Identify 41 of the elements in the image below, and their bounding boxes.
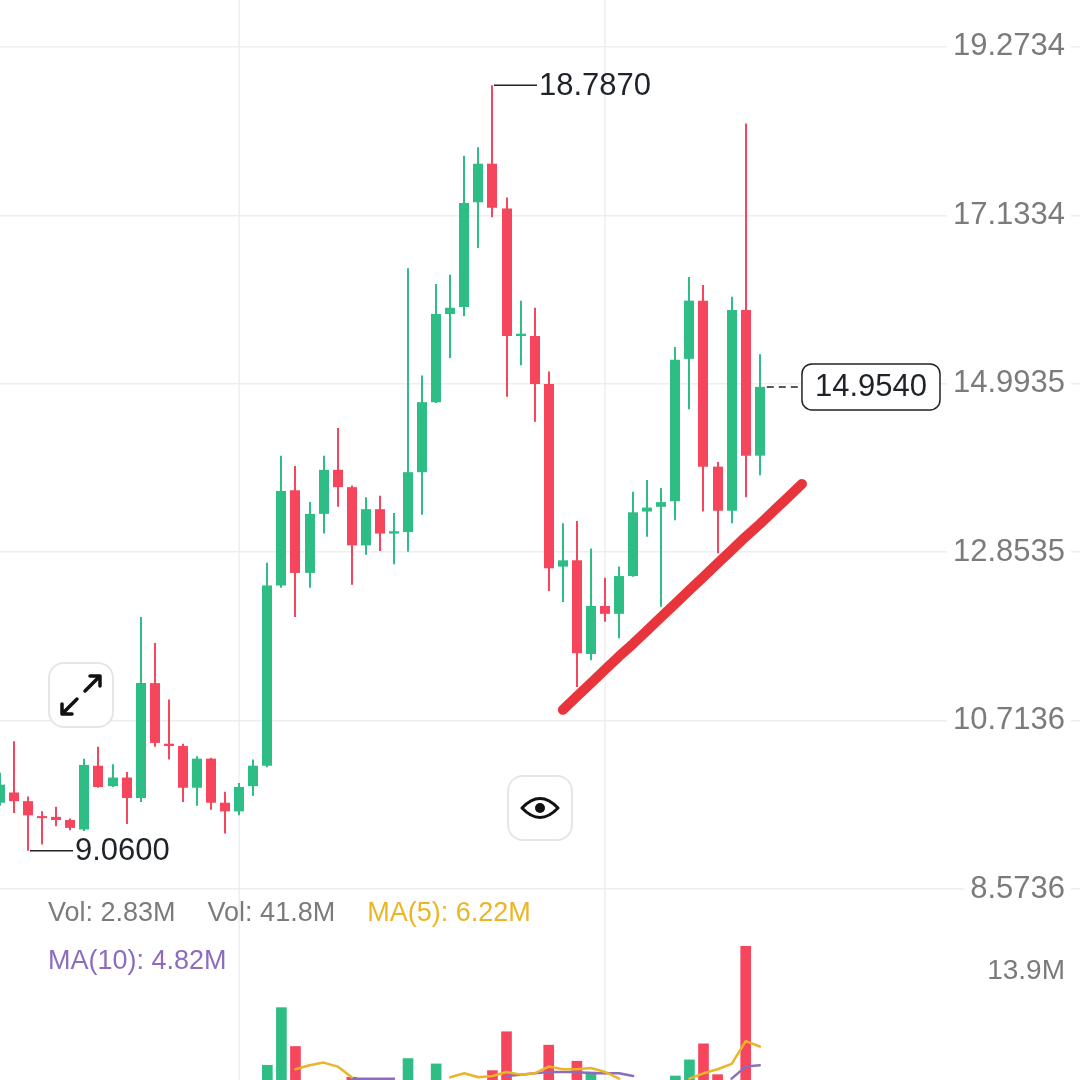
candlestick [37, 810, 47, 846]
candlestick [93, 745, 103, 789]
candlestick [642, 479, 652, 538]
text: MA(10): 4.82M [48, 944, 227, 977]
bar [684, 1059, 695, 1080]
text: 13.9M [987, 953, 1065, 987]
bar [698, 1043, 709, 1080]
y-tick-label: 8.5736 [970, 869, 1065, 905]
candlestick [248, 758, 258, 797]
y-tick-label: 14.9935 [952, 364, 1065, 400]
text: Vol: 41.8M [207, 896, 336, 929]
bar [402, 1058, 414, 1080]
candlestick [220, 790, 230, 835]
y-tick-label: 19.2734 [952, 27, 1065, 63]
bar [740, 946, 752, 1080]
text: MA(5): 6.22M [367, 896, 531, 929]
candlestick [333, 427, 343, 508]
ref-line-label: 14.9540 [814, 368, 927, 404]
y-tick-label: 17.1334 [952, 195, 1065, 231]
candlestick [389, 512, 399, 566]
candlestick [558, 522, 568, 604]
bar [430, 1063, 442, 1080]
candlestick [23, 795, 33, 852]
candlestick [9, 740, 19, 814]
bar [290, 1046, 301, 1080]
candlestick [122, 771, 132, 825]
candlestick [445, 273, 455, 360]
candlestick [656, 486, 666, 608]
candlestick [108, 763, 118, 788]
bar [262, 1064, 273, 1080]
bar [501, 1031, 512, 1080]
bar [670, 1075, 681, 1080]
candlestick [600, 576, 610, 623]
annotation: 18.7870 [539, 66, 652, 102]
bar [712, 1074, 723, 1080]
bar [276, 1007, 287, 1080]
annotation: 9.0600 [75, 832, 170, 868]
candlestick [51, 805, 61, 828]
y-tick-label: 12.8535 [952, 532, 1065, 568]
y-tick-label: 10.7136 [952, 701, 1065, 737]
text: Vol: 2.83M [48, 896, 176, 929]
